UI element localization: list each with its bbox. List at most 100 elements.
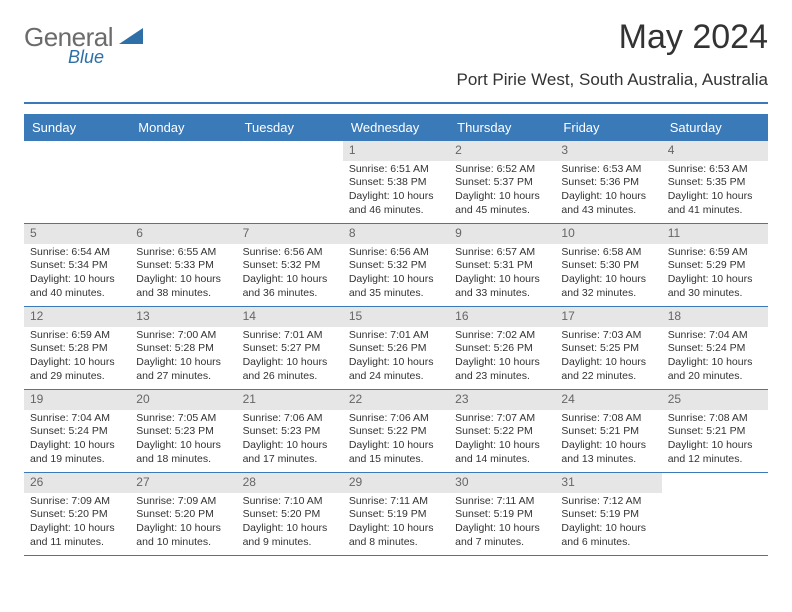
day-number: 8 (343, 224, 449, 244)
weekday-label: Sunday (24, 114, 130, 141)
daylight-text: Daylight: 10 hours and 45 minutes. (455, 190, 549, 217)
sunset-text: Sunset: 5:27 PM (243, 342, 337, 356)
day-number: 13 (130, 307, 236, 327)
sunset-text: Sunset: 5:32 PM (349, 259, 443, 273)
calendar-week: 1Sunrise: 6:51 AMSunset: 5:38 PMDaylight… (24, 141, 768, 224)
calendar-week: 12Sunrise: 6:59 AMSunset: 5:28 PMDayligh… (24, 307, 768, 390)
day-details: Sunrise: 7:01 AMSunset: 5:27 PMDaylight:… (237, 327, 343, 388)
calendar-cell: 10Sunrise: 6:58 AMSunset: 5:30 PMDayligh… (555, 224, 661, 306)
sunrise-text: Sunrise: 7:00 AM (136, 329, 230, 343)
day-details: Sunrise: 7:07 AMSunset: 5:22 PMDaylight:… (449, 410, 555, 471)
sunrise-text: Sunrise: 7:11 AM (349, 495, 443, 509)
daylight-text: Daylight: 10 hours and 13 minutes. (561, 439, 655, 466)
logo-text-wrap: General Blue (24, 22, 147, 68)
daylight-text: Daylight: 10 hours and 14 minutes. (455, 439, 549, 466)
calendar-cell: 9Sunrise: 6:57 AMSunset: 5:31 PMDaylight… (449, 224, 555, 306)
day-number: 24 (555, 390, 661, 410)
calendar-cell: 22Sunrise: 7:06 AMSunset: 5:22 PMDayligh… (343, 390, 449, 472)
calendar-cell: 5Sunrise: 6:54 AMSunset: 5:34 PMDaylight… (24, 224, 130, 306)
day-details: Sunrise: 6:55 AMSunset: 5:33 PMDaylight:… (130, 244, 236, 305)
day-number: 26 (24, 473, 130, 493)
sunrise-text: Sunrise: 7:06 AM (243, 412, 337, 426)
day-number: 18 (662, 307, 768, 327)
daylight-text: Daylight: 10 hours and 40 minutes. (30, 273, 124, 300)
sunset-text: Sunset: 5:23 PM (243, 425, 337, 439)
sunrise-text: Sunrise: 7:04 AM (668, 329, 762, 343)
daylight-text: Daylight: 10 hours and 33 minutes. (455, 273, 549, 300)
day-details: Sunrise: 6:52 AMSunset: 5:37 PMDaylight:… (449, 161, 555, 222)
calendar-cell: 3Sunrise: 6:53 AMSunset: 5:36 PMDaylight… (555, 141, 661, 223)
sunrise-text: Sunrise: 7:07 AM (455, 412, 549, 426)
sunrise-text: Sunrise: 7:09 AM (136, 495, 230, 509)
sunset-text: Sunset: 5:26 PM (455, 342, 549, 356)
day-number: 3 (555, 141, 661, 161)
day-number: 1 (343, 141, 449, 161)
sunset-text: Sunset: 5:24 PM (668, 342, 762, 356)
calendar-cell: 29Sunrise: 7:11 AMSunset: 5:19 PMDayligh… (343, 473, 449, 555)
day-details: Sunrise: 6:58 AMSunset: 5:30 PMDaylight:… (555, 244, 661, 305)
calendar-cell: 14Sunrise: 7:01 AMSunset: 5:27 PMDayligh… (237, 307, 343, 389)
day-details: Sunrise: 6:59 AMSunset: 5:28 PMDaylight:… (24, 327, 130, 388)
calendar-cell: 24Sunrise: 7:08 AMSunset: 5:21 PMDayligh… (555, 390, 661, 472)
day-number: 9 (449, 224, 555, 244)
logo: General Blue (24, 22, 147, 68)
sunrise-text: Sunrise: 7:08 AM (561, 412, 655, 426)
day-details: Sunrise: 7:09 AMSunset: 5:20 PMDaylight:… (130, 493, 236, 554)
daylight-text: Daylight: 10 hours and 46 minutes. (349, 190, 443, 217)
calendar-cell: 20Sunrise: 7:05 AMSunset: 5:23 PMDayligh… (130, 390, 236, 472)
calendar-cell: 30Sunrise: 7:11 AMSunset: 5:19 PMDayligh… (449, 473, 555, 555)
sunset-text: Sunset: 5:19 PM (561, 508, 655, 522)
day-number: 30 (449, 473, 555, 493)
day-number: 15 (343, 307, 449, 327)
day-details: Sunrise: 6:57 AMSunset: 5:31 PMDaylight:… (449, 244, 555, 305)
daylight-text: Daylight: 10 hours and 11 minutes. (30, 522, 124, 549)
calendar-cell: 28Sunrise: 7:10 AMSunset: 5:20 PMDayligh… (237, 473, 343, 555)
day-details: Sunrise: 6:56 AMSunset: 5:32 PMDaylight:… (237, 244, 343, 305)
weekday-label: Saturday (662, 114, 768, 141)
calendar-cell: 16Sunrise: 7:02 AMSunset: 5:26 PMDayligh… (449, 307, 555, 389)
daylight-text: Daylight: 10 hours and 19 minutes. (30, 439, 124, 466)
day-details: Sunrise: 6:53 AMSunset: 5:35 PMDaylight:… (662, 161, 768, 222)
day-details: Sunrise: 7:10 AMSunset: 5:20 PMDaylight:… (237, 493, 343, 554)
logo-sail-icon (119, 26, 147, 46)
sunrise-text: Sunrise: 6:56 AM (349, 246, 443, 260)
sunset-text: Sunset: 5:29 PM (668, 259, 762, 273)
daylight-text: Daylight: 10 hours and 7 minutes. (455, 522, 549, 549)
daylight-text: Daylight: 10 hours and 41 minutes. (668, 190, 762, 217)
calendar-cell: 31Sunrise: 7:12 AMSunset: 5:19 PMDayligh… (555, 473, 661, 555)
day-details: Sunrise: 7:05 AMSunset: 5:23 PMDaylight:… (130, 410, 236, 471)
day-details: Sunrise: 7:04 AMSunset: 5:24 PMDaylight:… (24, 410, 130, 471)
daylight-text: Daylight: 10 hours and 30 minutes. (668, 273, 762, 300)
sunrise-text: Sunrise: 6:56 AM (243, 246, 337, 260)
calendar-cell: 1Sunrise: 6:51 AMSunset: 5:38 PMDaylight… (343, 141, 449, 223)
header-row: General Blue May 2024 (24, 18, 768, 68)
sunrise-text: Sunrise: 7:04 AM (30, 412, 124, 426)
day-details: Sunrise: 7:11 AMSunset: 5:19 PMDaylight:… (449, 493, 555, 554)
weekday-label: Friday (555, 114, 661, 141)
calendar-cell: 19Sunrise: 7:04 AMSunset: 5:24 PMDayligh… (24, 390, 130, 472)
sunset-text: Sunset: 5:30 PM (561, 259, 655, 273)
sunset-text: Sunset: 5:23 PM (136, 425, 230, 439)
daylight-text: Daylight: 10 hours and 36 minutes. (243, 273, 337, 300)
sunset-text: Sunset: 5:37 PM (455, 176, 549, 190)
day-details (130, 161, 236, 167)
daylight-text: Daylight: 10 hours and 17 minutes. (243, 439, 337, 466)
calendar-week: 26Sunrise: 7:09 AMSunset: 5:20 PMDayligh… (24, 473, 768, 556)
day-details: Sunrise: 6:51 AMSunset: 5:38 PMDaylight:… (343, 161, 449, 222)
sunset-text: Sunset: 5:21 PM (668, 425, 762, 439)
daylight-text: Daylight: 10 hours and 26 minutes. (243, 356, 337, 383)
sunset-text: Sunset: 5:24 PM (30, 425, 124, 439)
day-number: 31 (555, 473, 661, 493)
day-number: 22 (343, 390, 449, 410)
day-details: Sunrise: 7:11 AMSunset: 5:19 PMDaylight:… (343, 493, 449, 554)
sunrise-text: Sunrise: 6:53 AM (561, 163, 655, 177)
daylight-text: Daylight: 10 hours and 8 minutes. (349, 522, 443, 549)
day-details: Sunrise: 7:09 AMSunset: 5:20 PMDaylight:… (24, 493, 130, 554)
daylight-text: Daylight: 10 hours and 38 minutes. (136, 273, 230, 300)
day-number: 27 (130, 473, 236, 493)
daylight-text: Daylight: 10 hours and 12 minutes. (668, 439, 762, 466)
calendar-cell: 4Sunrise: 6:53 AMSunset: 5:35 PMDaylight… (662, 141, 768, 223)
day-details: Sunrise: 7:00 AMSunset: 5:28 PMDaylight:… (130, 327, 236, 388)
day-number: 25 (662, 390, 768, 410)
sunrise-text: Sunrise: 6:51 AM (349, 163, 443, 177)
